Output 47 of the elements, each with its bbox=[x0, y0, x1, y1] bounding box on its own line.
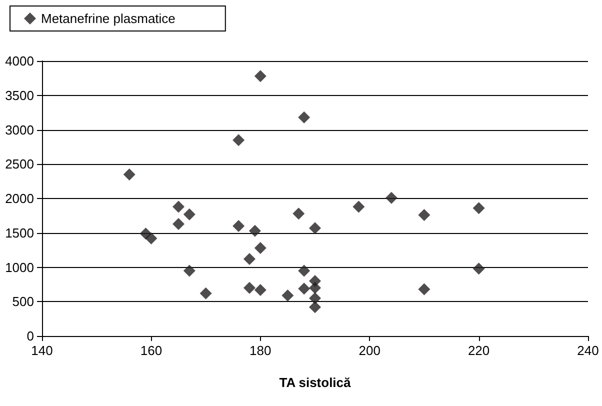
y-tick-label: 4000 bbox=[5, 54, 34, 68]
y-tick-label: 500 bbox=[12, 294, 34, 310]
point bbox=[418, 283, 430, 296]
point bbox=[123, 168, 136, 180]
point bbox=[232, 220, 245, 232]
x-axis-title: TA sistolică bbox=[279, 375, 352, 390]
point bbox=[183, 208, 196, 220]
point bbox=[472, 202, 485, 214]
point bbox=[254, 284, 266, 296]
point bbox=[309, 292, 321, 304]
point bbox=[172, 218, 184, 230]
point bbox=[298, 282, 310, 295]
y-tick-label: 0 bbox=[26, 328, 34, 344]
point bbox=[232, 134, 245, 146]
point bbox=[172, 200, 184, 213]
x-tick-label: 200 bbox=[358, 343, 380, 358]
point bbox=[352, 200, 365, 213]
point bbox=[183, 264, 196, 277]
legend-label: Metanefrine plasmatice bbox=[41, 11, 176, 26]
y-tick-label: 1000 bbox=[5, 260, 34, 275]
point bbox=[292, 208, 305, 220]
point bbox=[145, 232, 158, 244]
point bbox=[418, 209, 430, 221]
y-tick-label: 2000 bbox=[5, 191, 34, 206]
point bbox=[309, 282, 321, 294]
y-tick-label: 3000 bbox=[5, 122, 34, 138]
point bbox=[248, 224, 261, 237]
y-tick-label: 2500 bbox=[5, 156, 34, 172]
point bbox=[309, 301, 321, 314]
point bbox=[298, 264, 310, 277]
point bbox=[472, 262, 485, 275]
x-tick-label: 220 bbox=[468, 343, 490, 358]
point bbox=[254, 242, 266, 254]
point bbox=[243, 253, 256, 265]
point bbox=[309, 222, 321, 234]
point bbox=[243, 282, 256, 294]
point bbox=[298, 111, 310, 124]
x-tick-label: 180 bbox=[250, 343, 272, 358]
x-tick-label: 160 bbox=[140, 343, 162, 358]
y-tick-label: 3500 bbox=[5, 88, 34, 103]
point bbox=[254, 70, 266, 82]
point bbox=[200, 287, 212, 300]
point bbox=[282, 289, 294, 302]
point bbox=[385, 192, 398, 204]
x-tick-label: 140 bbox=[31, 343, 53, 358]
y-tick-label: 1500 bbox=[5, 225, 34, 240]
x-tick-label: 240 bbox=[577, 343, 599, 358]
